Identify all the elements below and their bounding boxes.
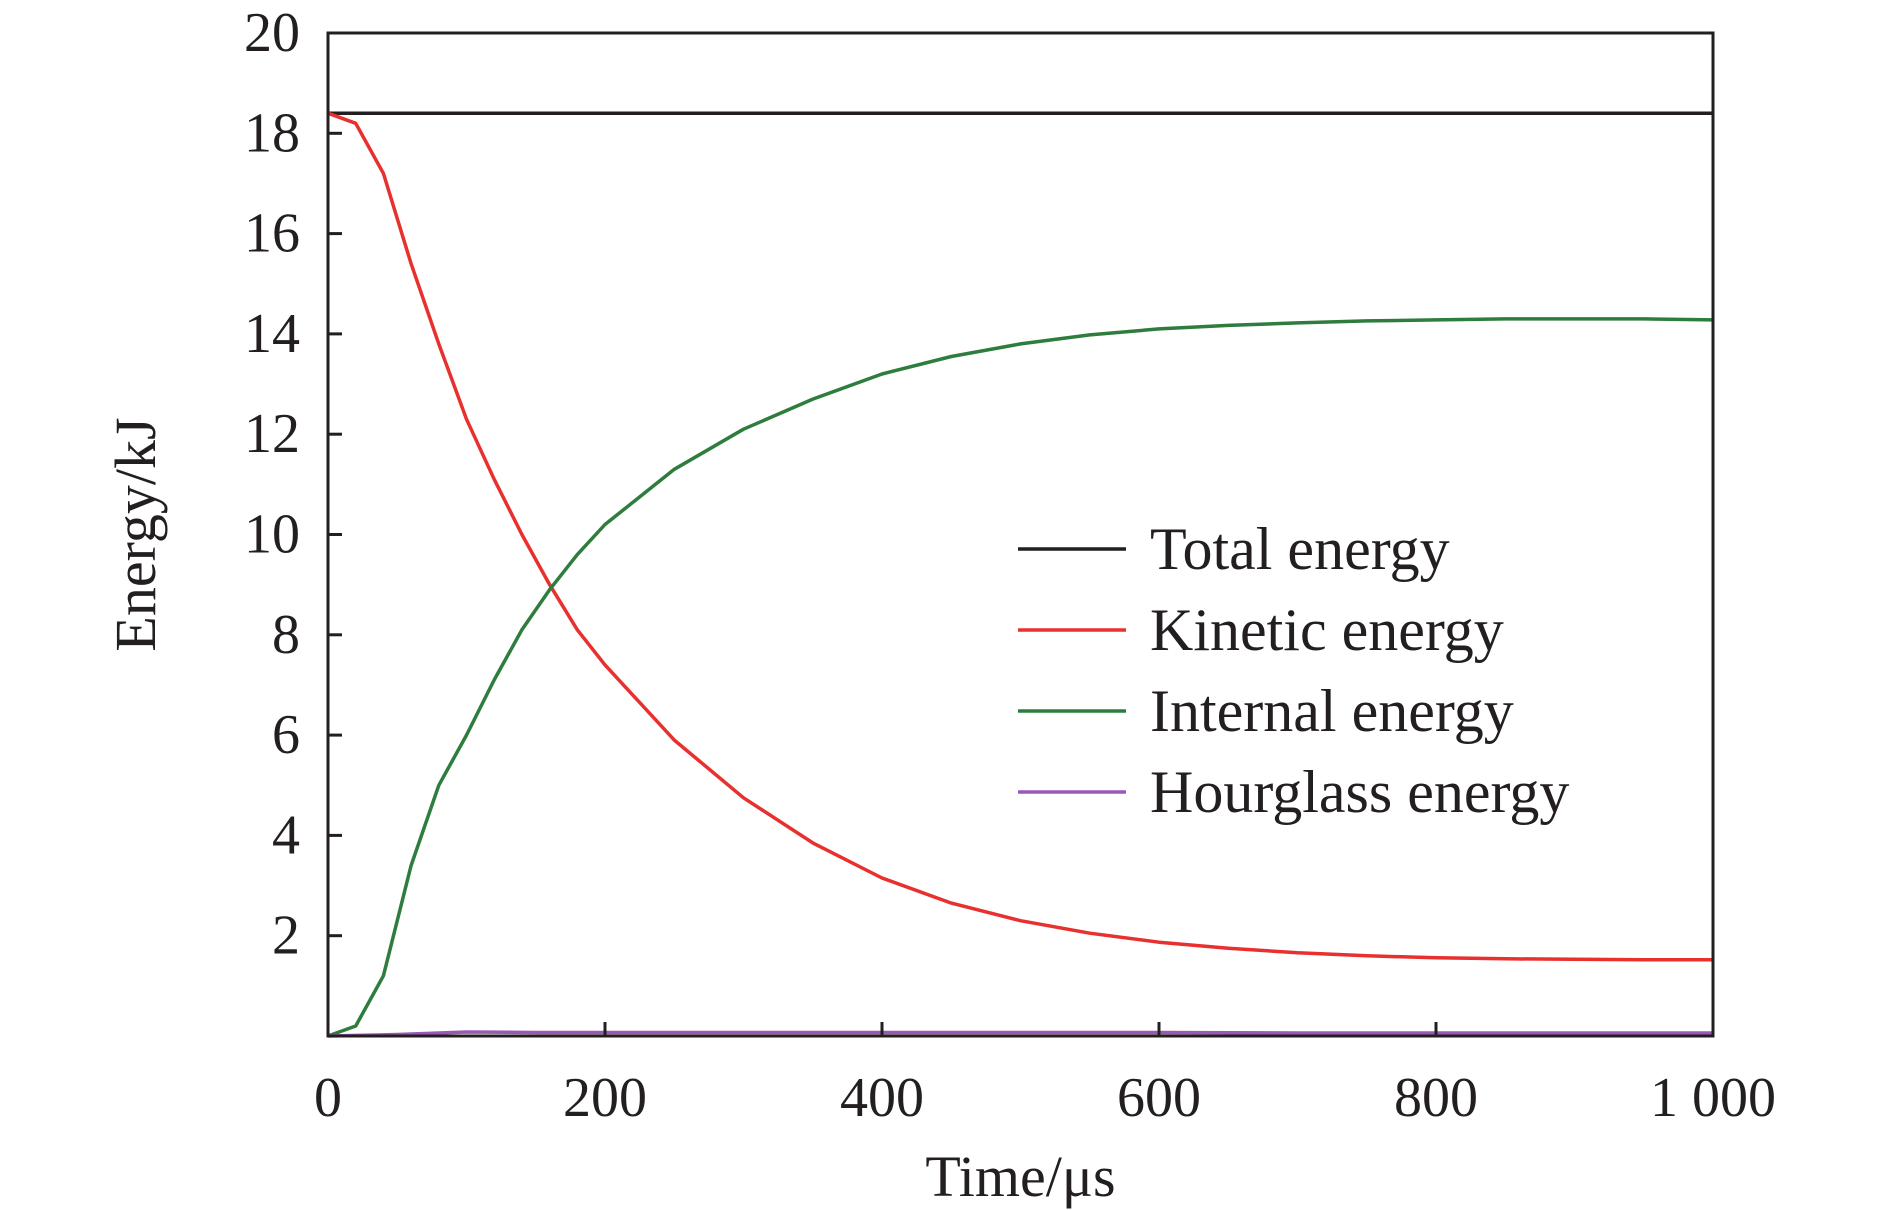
y-tick-label: 12 [244,403,300,465]
legend: Total energy Kinetic energy Internal energ… [1018,516,1569,825]
x-axis-label: Time/μs [925,1144,1115,1209]
x-tick-label: 0 [314,1067,342,1129]
x-tick-label: 200 [563,1067,647,1129]
legend-label-total-energy: Total energy [1150,516,1450,582]
y-tick-label: 2 [272,905,300,967]
x-tick-label: 800 [1394,1067,1478,1129]
y-tick-label: 6 [272,704,300,766]
y-tick-label: 16 [244,203,300,265]
y-axis-label: Energy/kJ [103,417,168,651]
legend-label-kinetic-energy: Kinetic energy [1150,597,1504,663]
plot-frame [326,31,1715,1038]
series-line-internal-energy [327,317,1714,1038]
y-tick-label: 4 [272,804,300,866]
y-tick-label: 18 [244,102,300,164]
y-tick-label: 10 [244,504,300,566]
plot-marks [327,111,1714,1038]
y-tick-label: 8 [272,604,300,666]
series-line-kinetic-energy [327,111,1713,962]
x-tick-label: 400 [840,1067,924,1129]
axis-ticks: 0 200 400 600 800 1 000 2 4 6 8 10 12 14 16 18 20 [244,2,1776,1129]
legend-label-hourglass-energy: Hourglass energy [1150,759,1569,825]
y-tick-label: 14 [244,303,300,365]
x-tick-label: 600 [1117,1067,1201,1129]
y-tick-label: 20 [244,2,300,64]
legend-label-internal-energy: Internal energy [1150,678,1514,744]
x-tick-label: 1 000 [1650,1067,1776,1129]
